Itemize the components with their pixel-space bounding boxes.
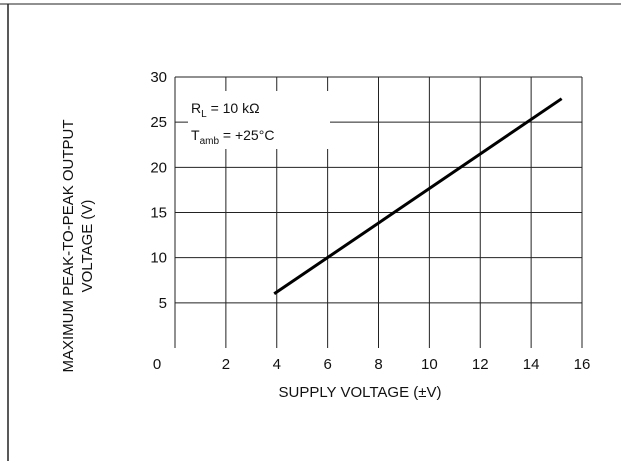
- y-tick-label-1: 5: [159, 295, 167, 312]
- y-axis-title-line1: MAXIMUM PEAK-TO-PEAK OUTPUT: [60, 119, 77, 372]
- x-tick-label-6: 12: [472, 356, 489, 373]
- x-tick-label-0: 0: [153, 356, 161, 373]
- x-tick-label-5: 10: [421, 356, 438, 373]
- annotation-box: [188, 91, 330, 149]
- y-tick-label-4: 20: [150, 159, 167, 176]
- x-tick-label-4: 8: [374, 356, 382, 373]
- annotation-rl: RL = 10 kΩ: [191, 100, 260, 120]
- x-tick-label-7: 14: [523, 356, 540, 373]
- tick-labels: 0 2 4 6 8 10 12 14 16 5 10 15 20 25 30: [150, 69, 590, 373]
- x-tick-label-3: 6: [323, 356, 331, 373]
- y-tick-label-6: 30: [150, 69, 167, 86]
- y-tick-label-5: 25: [150, 114, 167, 131]
- x-axis-title: SUPPLY VOLTAGE (±V): [278, 384, 441, 401]
- x-tick-label-8: 16: [574, 356, 591, 373]
- x-tick-label-1: 2: [222, 356, 230, 373]
- x-tick-label-2: 4: [273, 356, 281, 373]
- annotation-tamb: Tamb = +25°C: [191, 127, 274, 147]
- y-axis-title-line2: VOLTAGE (V): [79, 200, 96, 293]
- series-line-0: [273, 97, 563, 296]
- y-tick-label-2: 10: [150, 250, 167, 267]
- y-tick-label-3: 15: [150, 205, 167, 222]
- series-layer: [273, 97, 563, 296]
